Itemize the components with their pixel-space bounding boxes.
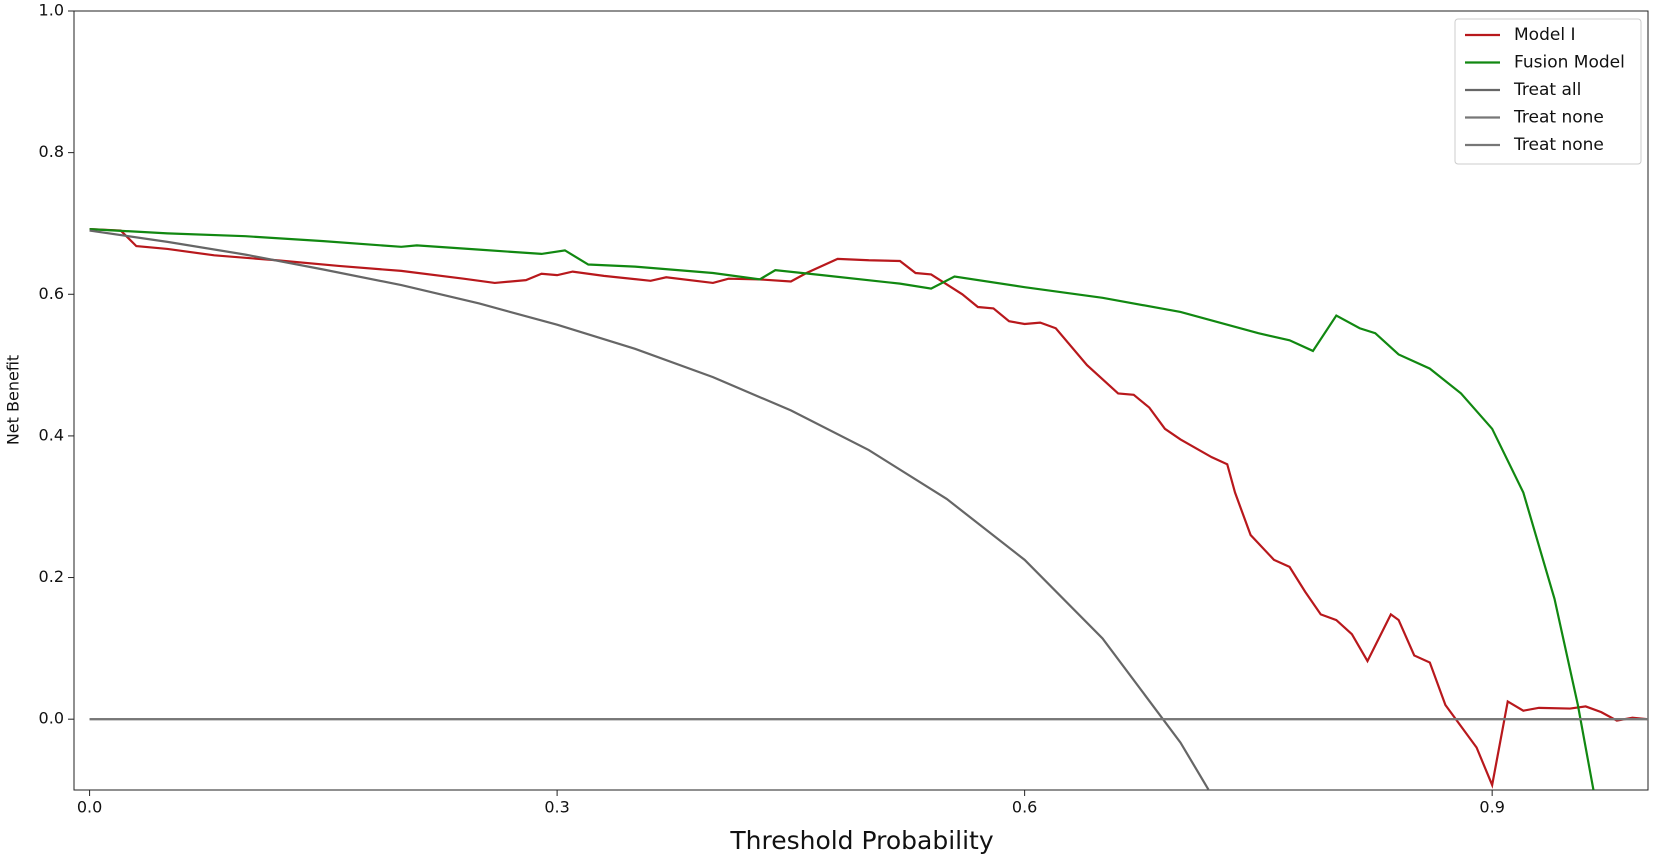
y-tick-label: 1.0: [39, 1, 64, 20]
series-line: [89, 228, 1595, 790]
legend-label: Model I: [1514, 25, 1575, 45]
x-tick-label: 0.3: [544, 798, 569, 817]
x-tick-label: 0.6: [1012, 798, 1037, 817]
y-tick-label: 0.4: [39, 425, 64, 444]
y-axis-label: Net Benefit: [4, 355, 23, 445]
legend: Model I Fusion Model Treat all Treat none Tr…: [1454, 18, 1642, 165]
series-line: [89, 228, 1648, 789]
x-tick-label: 0.0: [77, 798, 102, 817]
series-line: [89, 229, 1210, 790]
y-tick-label: 0.8: [39, 142, 64, 161]
legend-label: Treat none: [1513, 135, 1604, 155]
plot-frame: [73, 10, 1649, 791]
legend-label: Treat all: [1513, 80, 1581, 100]
legend-label: Treat none: [1513, 108, 1604, 128]
y-tick-label: 0.0: [39, 709, 64, 728]
plot-lines: [89, 228, 1648, 790]
legend-box: [1454, 18, 1642, 165]
y-tick-label: 0.6: [39, 284, 64, 303]
x-tick-label: 0.9: [1479, 798, 1504, 817]
x-axis-label: Threshold Probability: [729, 826, 994, 855]
legend-label: Fusion Model: [1514, 53, 1625, 73]
y-tick-label: 0.2: [39, 567, 64, 586]
